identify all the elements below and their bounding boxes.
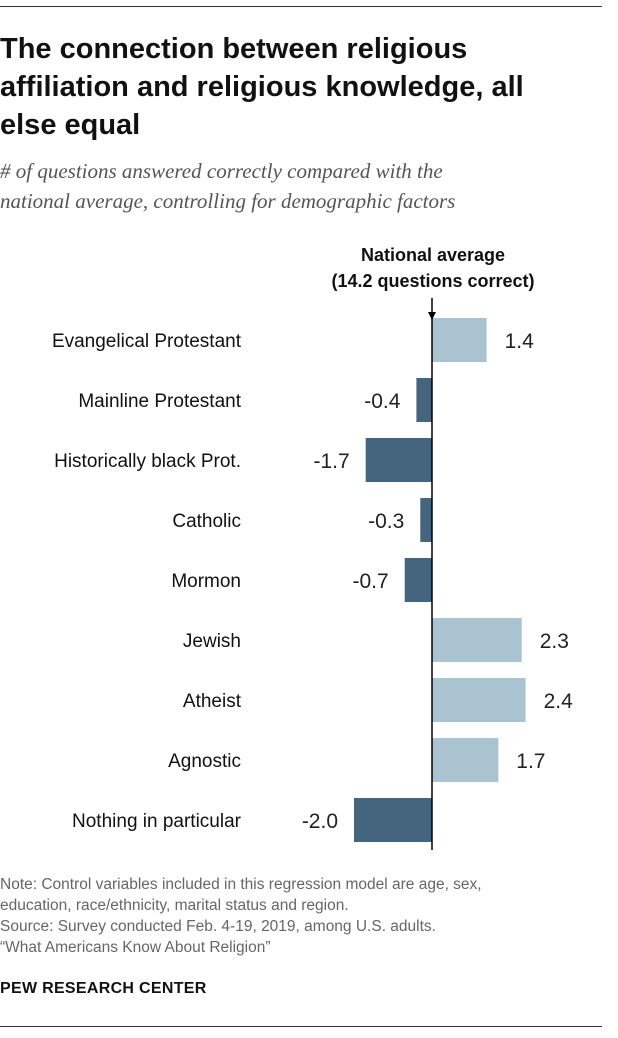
data-label: -0.7 xyxy=(353,570,389,593)
title-line: affiliation and religious knowledge, all xyxy=(0,71,524,103)
pew-research-center-logo: PEW RESEARCH CENTER xyxy=(0,980,207,997)
national-average-label: National average (14.2 questions correct… xyxy=(290,242,576,294)
report-title-line: “What Americans Know About Religion” xyxy=(0,939,271,956)
title-line: else equal xyxy=(0,109,141,141)
data-label: 1.4 xyxy=(505,330,535,353)
subtitle-line: # of questions answered correctly compar… xyxy=(0,159,443,183)
category-label: Jewish xyxy=(183,631,241,652)
bar xyxy=(432,738,499,782)
subtitle-line: national average, controlling for demogr… xyxy=(0,189,456,213)
top-rule xyxy=(0,6,602,7)
bar xyxy=(432,678,526,722)
bar xyxy=(365,438,432,482)
data-label: 2.3 xyxy=(540,630,569,653)
category-label: Atheist xyxy=(183,691,242,712)
chart-subtitle: # of questions answered correctly compar… xyxy=(0,156,600,216)
arrow-down-icon xyxy=(428,312,436,320)
data-label: 2.4 xyxy=(544,690,574,713)
chart-title: The connection between religious affilia… xyxy=(0,30,600,144)
category-label: Nothing in particular xyxy=(72,811,242,832)
title-line: The connection between religious xyxy=(0,33,468,65)
bar xyxy=(354,798,432,842)
national-average-value: (14.2 questions correct) xyxy=(331,271,535,291)
note-line: education, race/ethnicity, marital statu… xyxy=(0,897,349,914)
chart-notes: Note: Control variables included in this… xyxy=(0,874,600,958)
bar xyxy=(420,498,432,542)
category-label: Historically black Prot. xyxy=(54,451,241,472)
national-average-line: National average xyxy=(360,245,506,265)
category-label: Agnostic xyxy=(168,751,241,772)
category-label: Evangelical Protestant xyxy=(52,331,242,352)
note-line: Note: Control variables included in this… xyxy=(0,876,482,893)
data-label: -0.3 xyxy=(368,510,404,533)
bottom-rule xyxy=(0,1026,602,1027)
data-label: -1.7 xyxy=(314,450,350,473)
bar xyxy=(404,558,432,602)
data-label: -0.4 xyxy=(364,390,401,413)
source-line: Source: Survey conducted Feb. 4-19, 2019… xyxy=(0,918,436,935)
data-label: -2.0 xyxy=(302,810,338,833)
data-label: 1.7 xyxy=(516,750,545,773)
category-label: Mainline Protestant xyxy=(78,391,241,412)
category-label: Mormon xyxy=(171,571,241,592)
bar xyxy=(432,618,522,662)
bar xyxy=(416,378,432,422)
category-label: Catholic xyxy=(172,511,241,532)
bar xyxy=(432,318,487,362)
